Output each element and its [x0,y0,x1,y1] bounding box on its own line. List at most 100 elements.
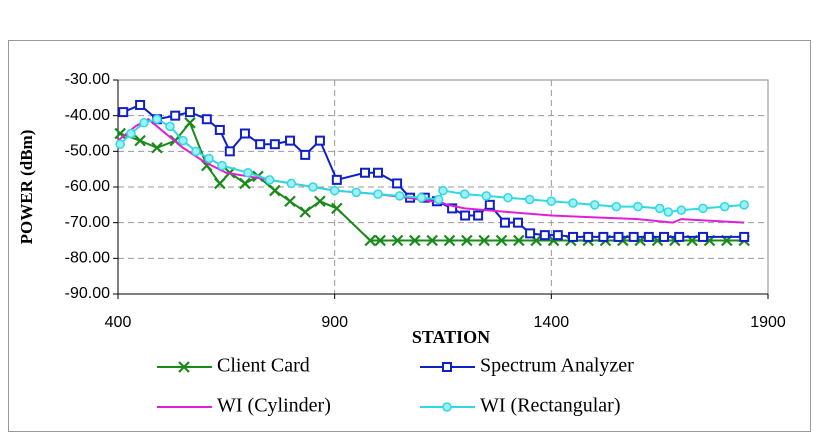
marker-square [447,203,458,214]
marker-x [513,234,525,247]
marker-square [643,231,654,242]
x-tick-label: 400 [105,314,132,331]
marker-x [391,234,404,247]
marker-circle [243,167,253,178]
marker-square [392,178,403,189]
marker-x [151,141,163,154]
marker-square [628,231,639,242]
y-axis-title: POWER (dBm) [17,130,36,245]
marker-x [269,184,281,197]
marker-circle [568,198,578,208]
marker-x [478,234,490,247]
marker-circle [139,118,149,128]
marker-circle [416,192,427,203]
marker-x [495,234,508,247]
marker-square [460,210,471,221]
marker-square [255,139,266,150]
marker-square [525,228,536,239]
y-tick-label: -50.00 [65,143,110,160]
marker-circle [204,153,214,164]
marker-x [364,234,376,247]
marker-square [300,149,311,160]
marker-circle [394,191,405,201]
marker-circle [308,182,318,192]
marker-circle [654,203,665,214]
y-tick-label: -60.00 [65,178,110,195]
x-tick-label: 1400 [534,314,570,331]
marker-square [224,146,235,157]
marker-circle [351,187,362,198]
marker-x [299,206,311,218]
marker-circle [739,200,749,210]
marker-x [214,177,226,190]
marker-square [659,231,669,242]
marker-circle [481,191,492,201]
marker-x [461,234,473,247]
marker-circle [503,192,513,203]
marker-circle [152,114,162,124]
legend-label: WI (Cylinder) [217,395,331,417]
marker-square [201,114,212,125]
marker-square [214,124,225,135]
marker-circle [698,203,708,214]
marker-square [118,107,129,118]
marker-circle [329,185,340,196]
y-tick-label: -40.00 [65,107,110,124]
marker-square [360,167,370,178]
marker-square [512,217,523,228]
marker-circle [264,175,275,185]
marker-x [284,195,296,208]
marker-circle [676,205,687,215]
marker-square [285,135,296,146]
marker-circle [191,146,201,157]
marker-circle [373,189,383,199]
marker-square [552,230,563,241]
marker-x [134,134,146,147]
marker-square [484,199,495,210]
marker-x [184,117,196,129]
marker-square [539,230,550,241]
marker-x [409,234,421,247]
marker-square [331,174,342,185]
marker-square [373,167,383,178]
marker-circle [633,201,643,212]
marker-circle [165,121,175,132]
legend-label: Spectrum Analyzer [480,355,634,377]
marker-circle [611,201,622,212]
marker-square [598,231,609,242]
marker-square [674,231,685,242]
marker-square [568,231,578,242]
marker-x [443,234,456,247]
marker-square [239,128,250,139]
y-tick-label: -90.00 [65,285,110,302]
legend-label: Client Card [217,355,310,377]
marker-square [269,139,280,150]
marker-square [184,107,195,118]
marker-circle [524,194,535,205]
marker-x [178,361,190,373]
marker-square [314,135,325,146]
marker-x [239,177,251,190]
marker-circle [217,160,227,171]
y-tick-label: -30.00 [65,71,110,88]
marker-circle [438,185,448,196]
marker-square [135,99,146,110]
x-axis-title: STATION [412,327,490,347]
marker-x [314,195,326,208]
marker-circle [126,128,136,139]
marker-circle [663,207,674,217]
marker-x [374,234,386,247]
marker-circle [546,196,557,207]
marker-square [170,110,181,121]
marker-square [442,362,452,372]
x-tick-label: 1900 [750,314,786,331]
marker-x [331,202,343,215]
marker-square [583,231,594,242]
marker-circle [115,139,125,149]
marker-circle [459,189,470,199]
marker-circle [589,200,600,210]
marker-square [613,231,624,242]
marker-circle [178,135,188,146]
marker-x [426,234,438,247]
